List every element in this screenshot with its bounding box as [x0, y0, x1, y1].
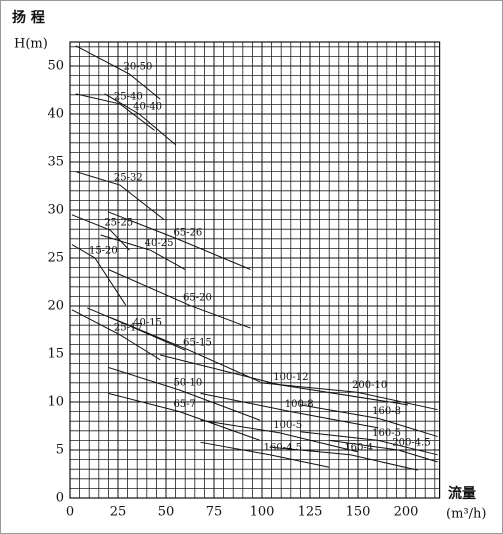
pump-curve — [104, 93, 176, 146]
y-tick-label: 20 — [47, 299, 64, 314]
x-tick-label: 50 — [158, 505, 175, 520]
x-tick-label: 125 — [298, 505, 323, 520]
curve-label: 50-10 — [173, 378, 202, 389]
curve-label: 40-15 — [133, 318, 162, 329]
y-tick-label: 15 — [47, 347, 64, 362]
pump-curve — [75, 45, 161, 100]
curve-label: 100-8 — [285, 399, 314, 410]
pump-curve — [200, 419, 359, 453]
pump-curve — [71, 214, 130, 251]
curve-label: 160-4 — [344, 442, 373, 453]
curve-label: 25-32 — [114, 173, 143, 184]
curve-label: 200-4.5 — [392, 438, 430, 449]
x-tick-label: 75 — [206, 505, 223, 520]
x-tick-label: 200 — [394, 505, 419, 520]
pump-curve — [200, 441, 330, 468]
pump-curve — [108, 392, 261, 441]
x-tick-label: 150 — [346, 505, 371, 520]
curve-label: 40-25 — [145, 238, 174, 249]
y-tick-label: 30 — [47, 203, 64, 218]
pump-curve — [300, 404, 438, 438]
y-tick-label: 35 — [47, 155, 64, 170]
pump-curve — [329, 439, 438, 463]
curve-label: 160-4.5 — [264, 442, 302, 453]
curve-label: 100-5 — [273, 420, 302, 431]
curve-label: 100-12 — [273, 372, 308, 383]
y-tick-label: 0 — [56, 491, 64, 506]
curve-label: 25-25 — [104, 218, 133, 229]
pump-curve — [260, 382, 438, 411]
curve-label: 65-7 — [173, 399, 195, 410]
curve-label: 25-17 — [114, 322, 143, 333]
pump-curve — [110, 317, 261, 383]
pump-curve — [200, 392, 379, 429]
curve-label: 15-20 — [89, 246, 118, 257]
x-axis-unit: (m³/h) — [446, 507, 486, 522]
y-tick-label: 5 — [56, 443, 64, 458]
pump-curve — [100, 234, 186, 270]
curve-label: 200-10 — [352, 380, 387, 391]
y-tick-label: 25 — [47, 251, 64, 266]
curve-label: 160-5 — [372, 428, 401, 439]
plot-border — [69, 41, 441, 499]
curve-label: 160-8 — [372, 406, 401, 417]
x-tick-label: 25 — [110, 505, 127, 520]
y-tick-label: 50 — [47, 59, 64, 74]
curve-label: 25-40 — [114, 91, 143, 102]
curve-label: 65-26 — [173, 227, 202, 238]
pump-curve — [71, 244, 127, 306]
x-tick-label: 0 — [66, 505, 74, 520]
pump-curve — [269, 446, 418, 471]
y-tick-label: 40 — [47, 107, 64, 122]
curve-label: 20-50 — [124, 62, 153, 73]
x-axis-title: 流量 — [448, 485, 476, 502]
pump-curve — [300, 431, 438, 456]
pump-curve — [71, 309, 161, 361]
curve-label: 40-40 — [133, 102, 162, 113]
pump-curve — [75, 93, 155, 131]
y-axis-unit: H(m) — [14, 37, 48, 52]
y-axis-title: 扬 程 — [12, 9, 45, 26]
curve-label: 65-15 — [183, 338, 212, 349]
x-tick-label: 100 — [250, 505, 275, 520]
pump-curve — [108, 211, 251, 270]
pump-curve — [108, 269, 251, 329]
y-tick-label: 10 — [47, 395, 64, 410]
curve-label: 65-20 — [183, 293, 212, 304]
pump-curve — [108, 366, 261, 421]
pump-curve — [75, 171, 165, 220]
